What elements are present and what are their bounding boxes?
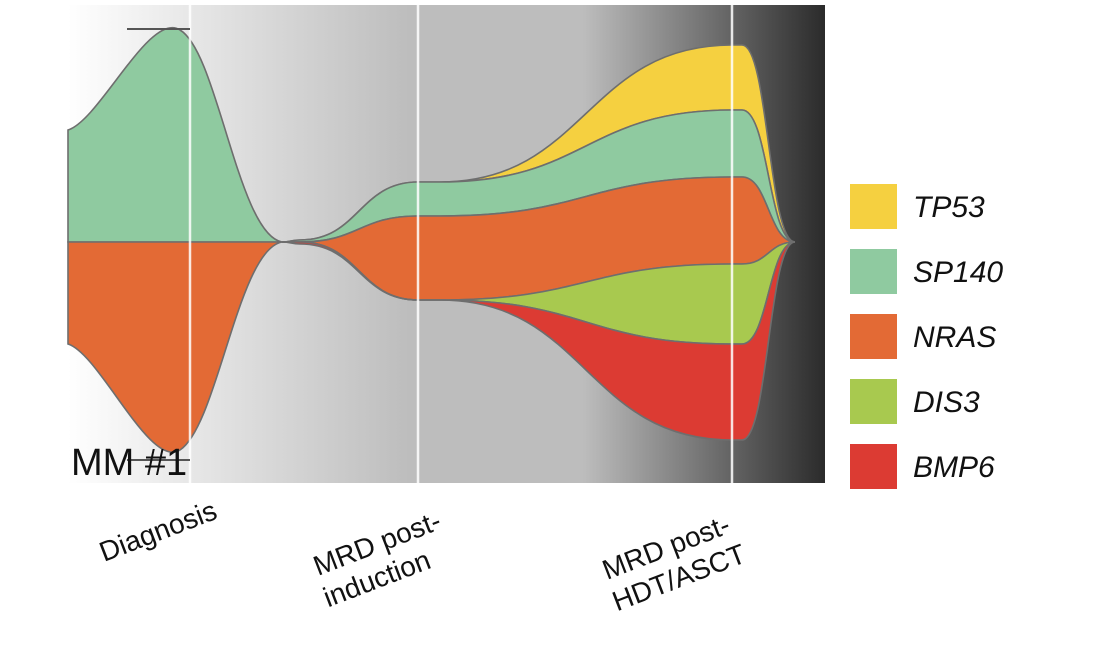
legend-swatch-dis3 bbox=[850, 379, 897, 424]
legend-label-tp53: TP53 bbox=[913, 191, 985, 224]
legend-label-bmp6: BMP6 bbox=[913, 451, 995, 484]
legend-swatch-sp140 bbox=[850, 249, 897, 294]
legend-swatch-nras bbox=[850, 314, 897, 359]
legend-label-nras: NRAS bbox=[913, 321, 996, 354]
timepoint-label-post-induction: MRD post-induction bbox=[307, 505, 457, 613]
legend-swatch-tp53 bbox=[850, 184, 897, 229]
area-bmp6 bbox=[281, 241, 796, 441]
timepoint-label-post-asct: MRD post-HDT/ASCT bbox=[596, 507, 750, 617]
timepoint-label-line: Diagnosis bbox=[95, 495, 221, 568]
legend-label-dis3: DIS3 bbox=[913, 386, 980, 419]
clone-areas bbox=[67, 26, 796, 454]
timepoint-labels: Diagnosis MRD post-induction MRD post-HDT/… bbox=[95, 495, 750, 618]
panel-label: MM #1 bbox=[71, 442, 187, 484]
legend-label-sp140: SP140 bbox=[913, 256, 1003, 289]
legend: TP53 SP140 NRAS DIS3 BMP6 bbox=[850, 184, 1003, 489]
timepoint-label-diagnosis: Diagnosis bbox=[95, 495, 221, 568]
timepoint-lines bbox=[188, 5, 734, 483]
legend-swatch-bmp6 bbox=[850, 444, 897, 489]
